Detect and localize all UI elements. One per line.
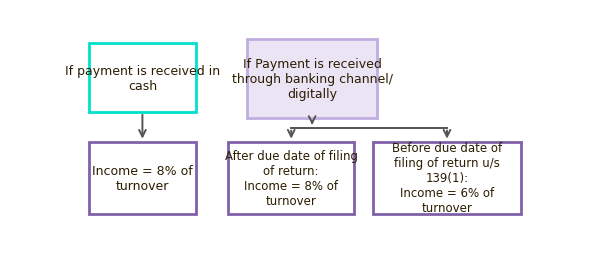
Text: Before due date of
filing of return u/s
139(1):
Income = 6% of
turnover: Before due date of filing of return u/s …	[392, 142, 502, 214]
Text: After due date of filing
of return:
Income = 8% of
turnover: After due date of filing of return: Inco…	[225, 149, 358, 207]
FancyBboxPatch shape	[229, 142, 354, 214]
FancyBboxPatch shape	[89, 142, 196, 214]
FancyBboxPatch shape	[247, 40, 377, 118]
Text: If payment is received in
cash: If payment is received in cash	[65, 65, 220, 92]
FancyBboxPatch shape	[373, 142, 521, 214]
Text: Income = 8% of
turnover: Income = 8% of turnover	[92, 164, 193, 192]
Text: If Payment is received
through banking channel/
digitally: If Payment is received through banking c…	[232, 58, 392, 101]
FancyBboxPatch shape	[89, 44, 196, 113]
